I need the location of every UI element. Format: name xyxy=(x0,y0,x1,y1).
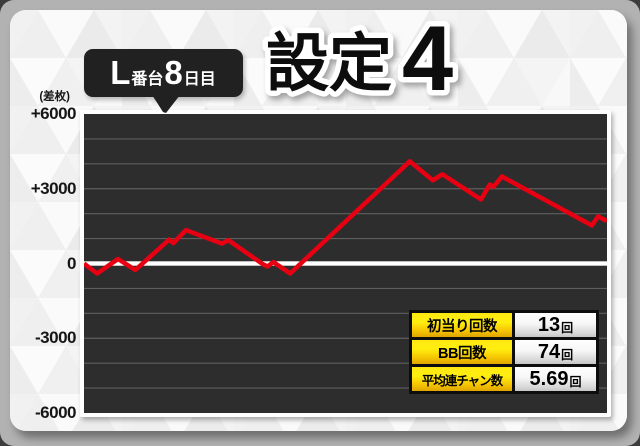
stats-row: 平均連チャン数 5.69 回 xyxy=(412,367,596,391)
badge-text: 番台 xyxy=(131,71,164,88)
stat-value: 74 回 xyxy=(515,340,596,364)
stats-row: 初当り回数 13 回 xyxy=(412,313,596,337)
machine-day-badge: L 番台 8 日目 xyxy=(84,49,243,97)
stat-number: 5.69 xyxy=(529,367,569,390)
y-axis-unit-label: (差枚) xyxy=(39,91,70,103)
stat-number: 13 xyxy=(537,313,561,336)
stat-label: 平均連チャン数 xyxy=(412,367,512,391)
stat-value: 5.69 回 xyxy=(515,367,596,391)
stat-value: 13 回 xyxy=(515,313,596,337)
stat-number: 74 xyxy=(537,340,561,363)
stats-table: 初当り回数 13 回 BB回数 74 回 平均連チャン数 5.69 回 xyxy=(409,310,599,394)
stat-label: 初当り回数 xyxy=(412,313,512,337)
badge-tail xyxy=(152,95,180,113)
y-tick-label: +3000 xyxy=(30,178,77,198)
stat-unit: 回 xyxy=(561,347,574,362)
title-text: 設定 xyxy=(266,29,392,99)
y-tick-label: +6000 xyxy=(30,104,77,123)
y-tick-label: -3000 xyxy=(35,328,76,348)
zero-line xyxy=(84,261,607,266)
svg-text:設定 4: 設定 4 xyxy=(266,8,453,106)
stat-unit: 回 xyxy=(561,320,574,335)
payout-line xyxy=(84,159,607,276)
title-number: 4 xyxy=(402,8,453,106)
badge-text: 日目 xyxy=(183,71,216,88)
y-tick-label: 0 xyxy=(67,253,76,273)
page-title: 設定 4 xyxy=(261,4,459,106)
y-tick-label: -6000 xyxy=(35,403,76,422)
badge-text: 8 xyxy=(164,54,183,91)
stat-unit: 回 xyxy=(569,374,582,389)
badge-text: L xyxy=(110,54,131,91)
stats-row: BB回数 74 回 xyxy=(412,340,596,364)
stat-label: BB回数 xyxy=(412,340,512,364)
